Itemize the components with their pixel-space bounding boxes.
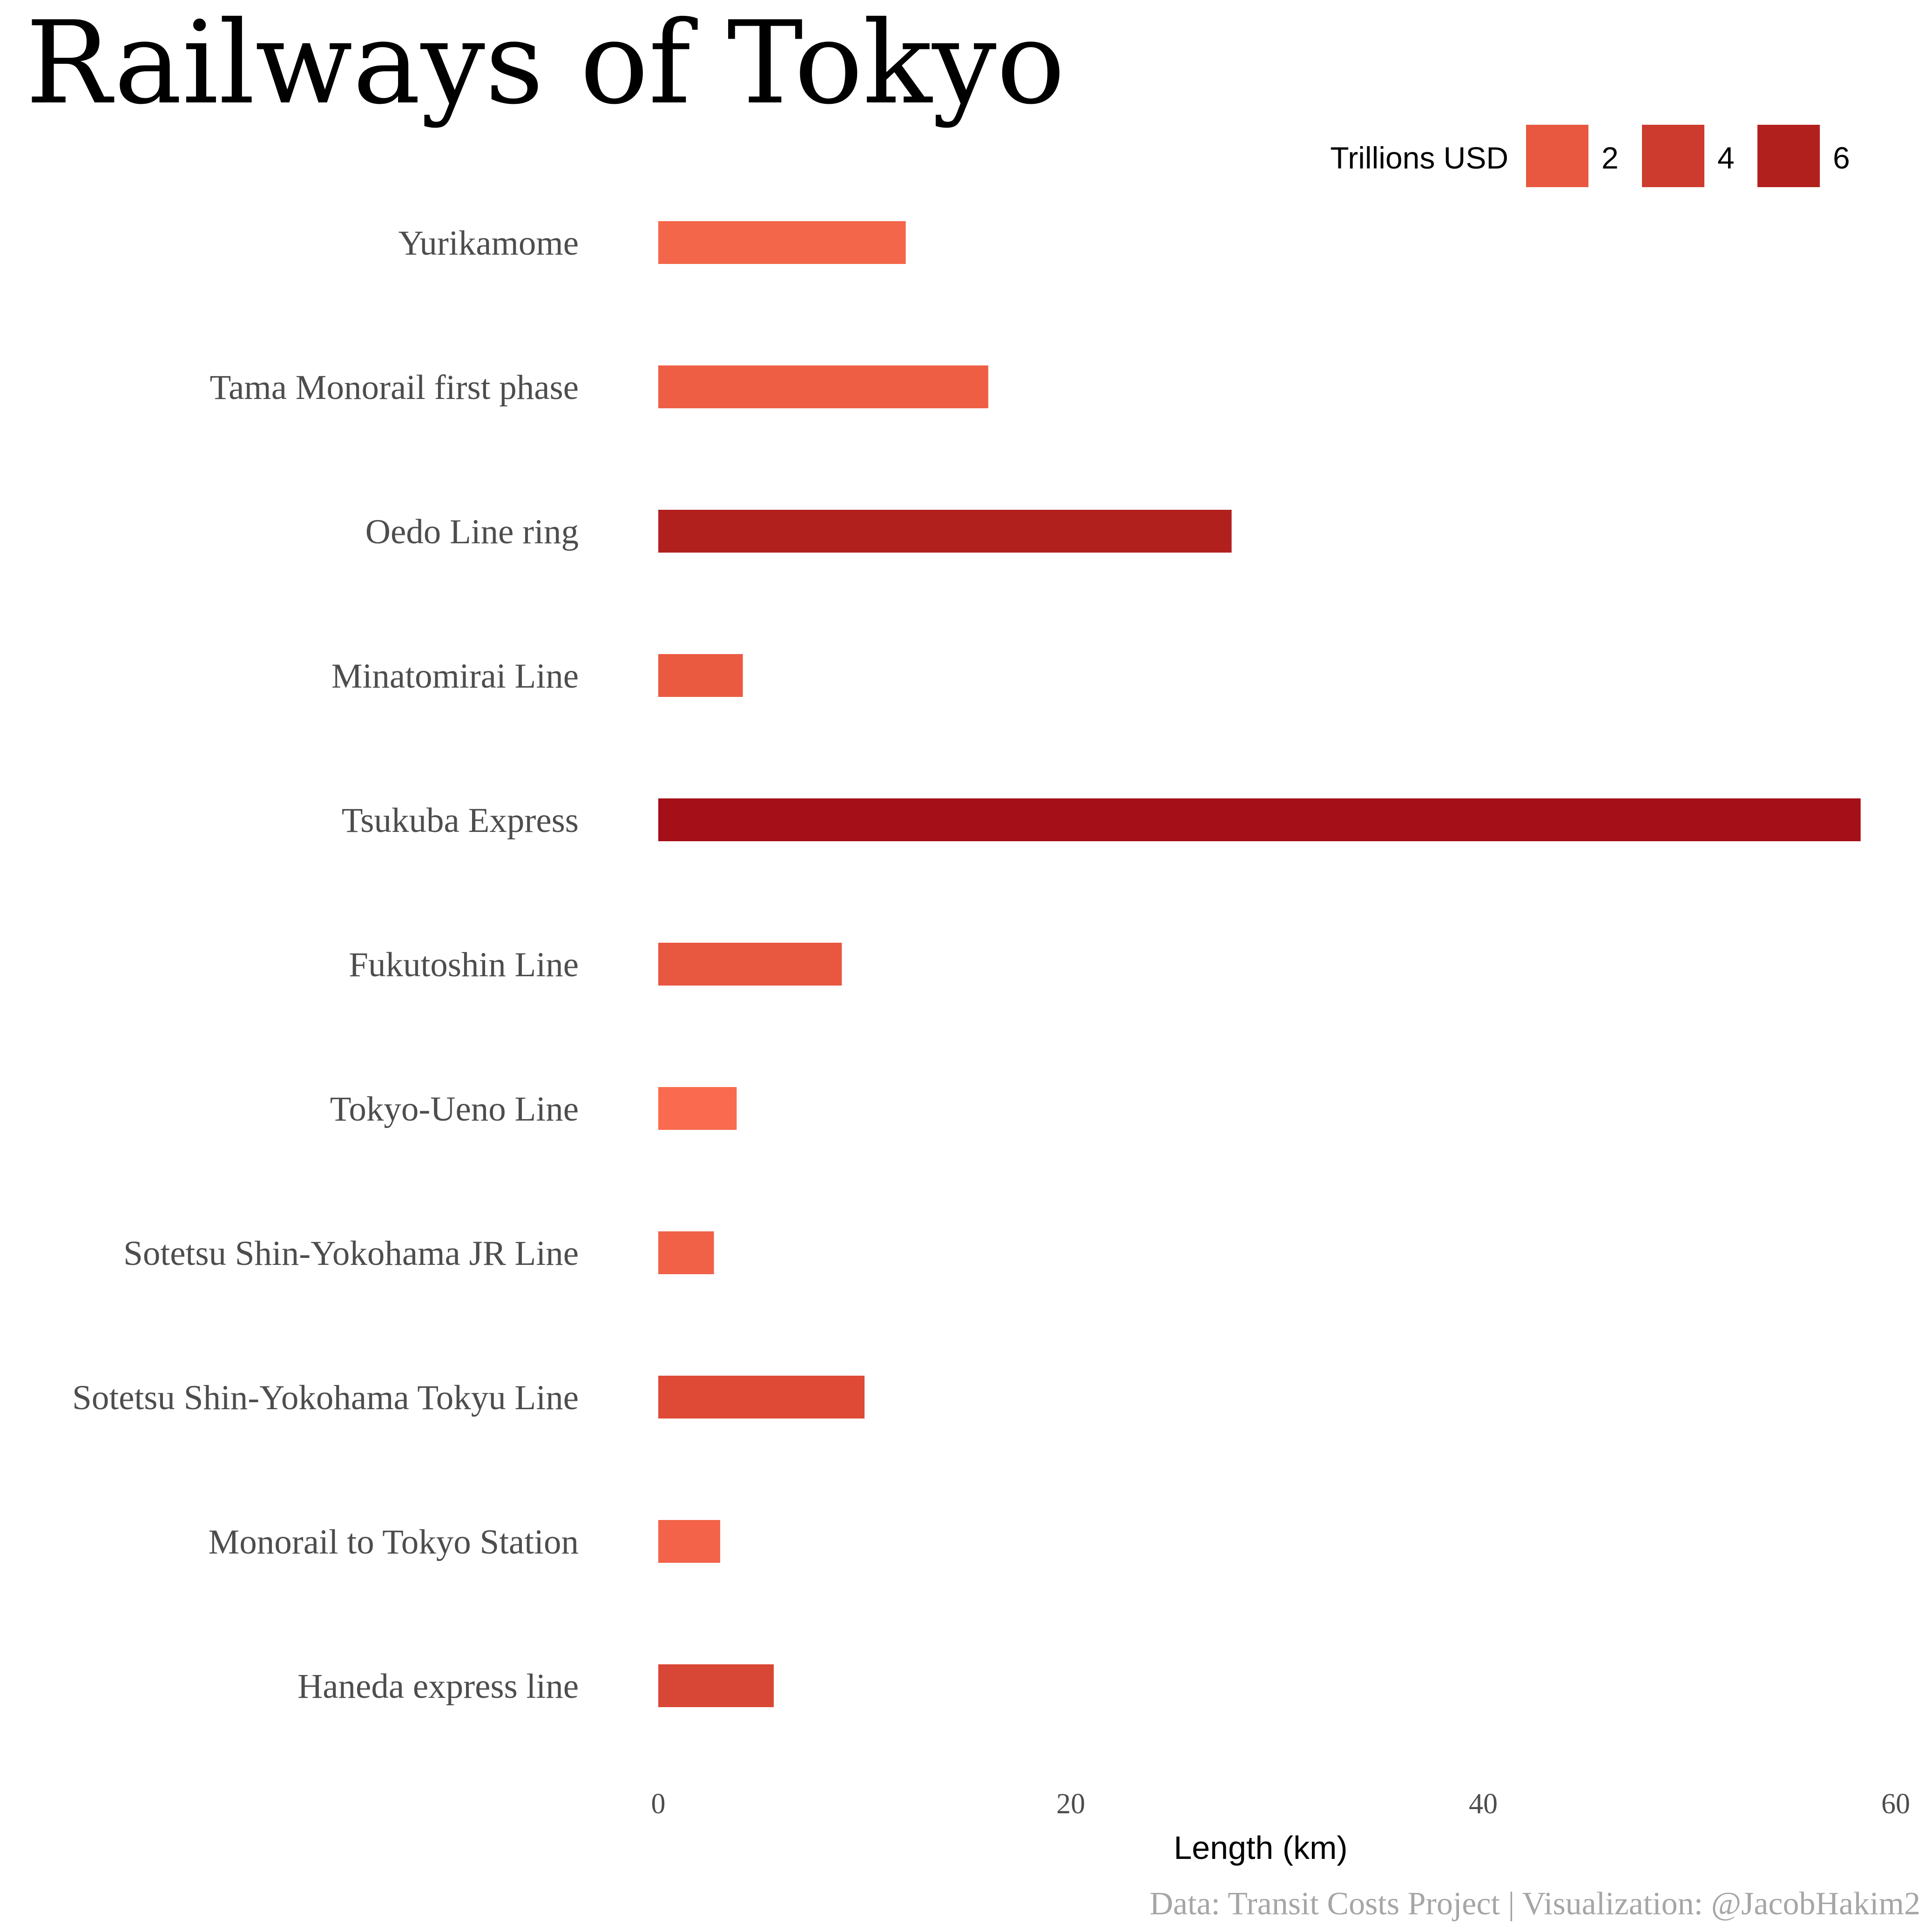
- legend-label-6: 6: [1833, 141, 1850, 175]
- category-label: Tama Monorail first phase: [210, 368, 579, 407]
- category-label: Haneda express line: [297, 1667, 579, 1706]
- bar-monorail-to-tokyo-station: [658, 1520, 720, 1563]
- category-label: Oedo Line ring: [365, 513, 579, 551]
- x-tick-label: 40: [1469, 1788, 1498, 1820]
- category-label: Fukutoshin Line: [349, 946, 579, 984]
- x-axis-title: Length (km): [1174, 1830, 1347, 1866]
- bar-tsukuba-express: [658, 798, 1861, 841]
- bar-minatomirai-line: [658, 654, 743, 697]
- legend-swatch-4: [1642, 125, 1704, 187]
- x-tick-label: 0: [651, 1788, 666, 1820]
- category-label: Tsukuba Express: [342, 801, 579, 840]
- bar-haneda-express-line: [658, 1664, 774, 1707]
- x-tick-label: 20: [1056, 1788, 1085, 1820]
- x-tick-label: 60: [1881, 1788, 1910, 1820]
- bar-fukutoshin-line: [658, 943, 842, 986]
- category-label: Yurikamome: [399, 224, 579, 263]
- legend: Trillions USD 2 4 6: [1330, 125, 1850, 187]
- category-label: Monorail to Tokyo Station: [209, 1523, 579, 1561]
- bar-tokyo-ueno-line: [658, 1087, 737, 1130]
- legend-label-4: 4: [1717, 141, 1735, 175]
- chart-title: Railways of Tokyo: [26, 0, 1065, 129]
- legend-title: Trillions USD: [1330, 141, 1508, 175]
- bar-oedo-line-ring: [658, 510, 1232, 553]
- category-labels: Yurikamome Tama Monorail first phase Oedo …: [72, 224, 579, 1706]
- caption: Data: Transit Costs Project | Visualizat…: [1149, 1886, 1920, 1922]
- legend-label-2: 2: [1601, 141, 1619, 175]
- legend-swatch-2: [1526, 125, 1588, 187]
- category-label: Sotetsu Shin-Yokohama Tokyu Line: [72, 1378, 579, 1417]
- bar-sotetsu-shin-yokohama-jr-line: [658, 1231, 714, 1274]
- bar-tama-monorail-first-phase: [658, 365, 988, 408]
- bars-group: [658, 221, 1861, 1707]
- x-axis-ticks: 0 20 40 60: [651, 1788, 1911, 1820]
- bar-yurikamome: [658, 221, 906, 264]
- bar-sotetsu-shin-yokohama-tokyu-line: [658, 1376, 865, 1419]
- category-label: Minatomirai Line: [331, 657, 579, 696]
- legend-swatch-6: [1757, 125, 1820, 187]
- category-label: Sotetsu Shin-Yokohama JR Line: [123, 1234, 579, 1273]
- category-label: Tokyo-Ueno Line: [330, 1090, 579, 1128]
